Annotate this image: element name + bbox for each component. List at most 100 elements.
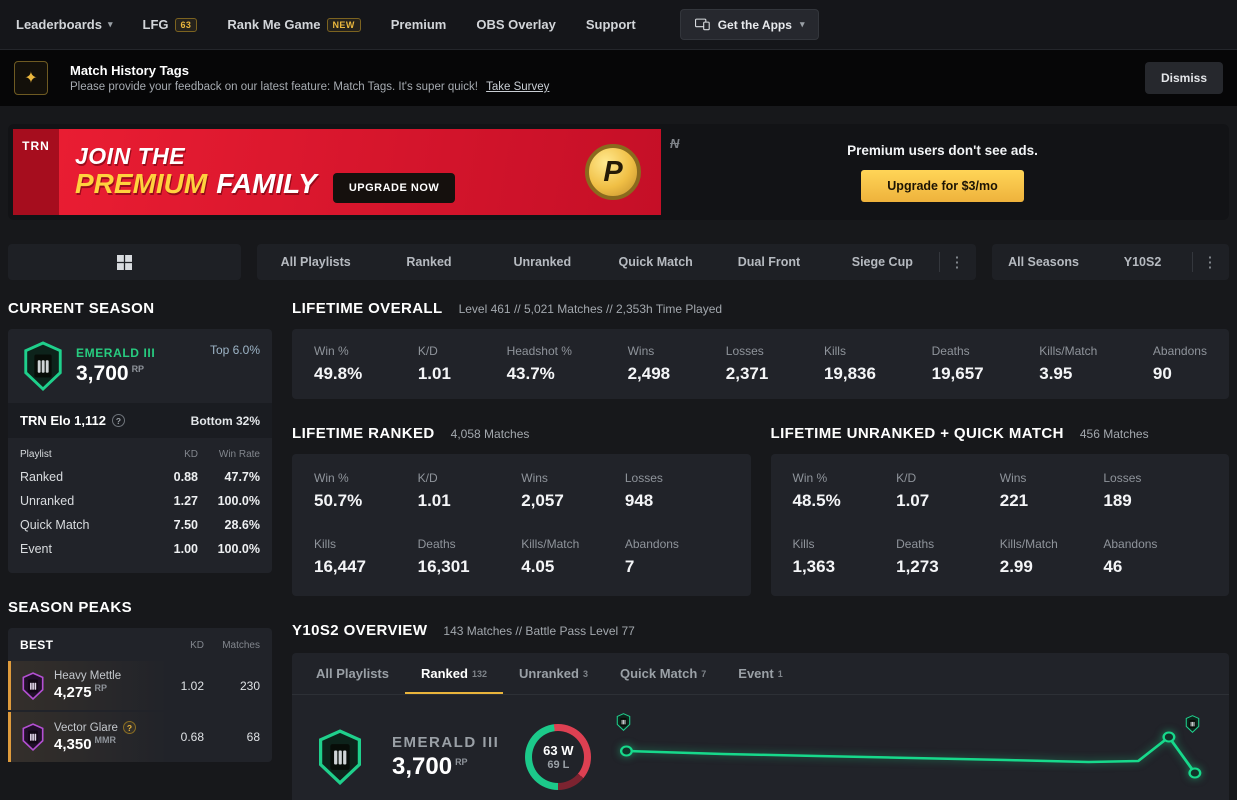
overview-rank-points: 3,700 RP — [392, 753, 499, 781]
trn-logo: TRN — [13, 129, 59, 215]
ad-copy: JOIN THE PREMIUM FAMILY — [75, 144, 317, 199]
current-season-heading: CURRENT SEASON — [8, 300, 155, 317]
lifetime-ranked-col: LIFETIME RANKED 4,058 Matches Win % 50.7… — [292, 425, 751, 596]
lifetime-overall-heading: LIFETIME OVERALL — [292, 300, 443, 317]
upgrade-now-button[interactable]: UPGRADE NOW — [332, 173, 456, 203]
stat-kills: Kills 1,363 — [793, 537, 897, 577]
stat-value: 2,371 — [725, 364, 769, 383]
nav-support[interactable]: Support — [586, 17, 636, 32]
rp-trend-chart[interactable] — [617, 711, 1207, 800]
playlist-filter-group: All Playlists Ranked Unranked Quick Matc… — [257, 244, 976, 280]
chevron-down-icon: ▾ — [107, 19, 113, 29]
playlist-filter-siege-cup[interactable]: Siege Cup — [851, 255, 913, 269]
table-row[interactable]: Unranked 1.27 100.0% — [20, 489, 260, 513]
current-season-card: EMERALD III 3,700 RP Top 6.0% TRN Elo 1,1… — [8, 329, 272, 573]
stat-kills-match: Kills/Match 4.05 — [521, 537, 625, 577]
new-badge: NEW — [326, 17, 361, 32]
playlist-filter-all[interactable]: All Playlists — [280, 255, 351, 269]
divider — [938, 252, 940, 272]
season-more-menu[interactable]: ⋮ — [1202, 254, 1218, 271]
row-playlist: Event — [20, 542, 52, 556]
stat-label: Win % — [314, 344, 349, 358]
stat-label: Losses — [1103, 471, 1142, 485]
playlist-more-menu[interactable]: ⋮ — [949, 254, 965, 271]
top-percent: Top 6.0% — [209, 343, 260, 357]
take-survey-link[interactable]: Take Survey — [486, 81, 550, 93]
tab-quick-match[interactable]: Quick Match 7 — [604, 653, 722, 694]
peak-matches: 230 — [239, 678, 260, 693]
stat-value: 19,836 — [823, 364, 876, 383]
devices-icon — [694, 18, 710, 31]
nav-premium[interactable]: Premium — [391, 17, 447, 32]
stat-label: Wins — [627, 344, 655, 358]
table-row[interactable]: Quick Match 7.50 28.6% — [20, 513, 260, 537]
season-overview-heading: Y10S2 OVERVIEW — [292, 622, 428, 639]
stat-win-pct: Win % 48.5% — [793, 471, 897, 511]
stat-losses: Losses 189 — [1103, 471, 1207, 511]
stat-label: Deaths — [931, 344, 970, 358]
nav-obs-overlay[interactable]: OBS Overlay — [476, 17, 556, 32]
rank-emblem-emerald — [314, 729, 366, 785]
windows-icon — [117, 254, 132, 270]
playlist-filter-unranked[interactable]: Unranked — [513, 255, 572, 269]
nav-lfg[interactable]: LFG 63 — [143, 17, 198, 32]
dismiss-button[interactable]: Dismiss — [1144, 62, 1223, 94]
stat-value: 46 — [1103, 557, 1123, 576]
row-win-rate: 28.6% — [224, 518, 260, 532]
nav-lfg-label: LFG — [142, 17, 169, 32]
get-the-apps-button[interactable]: Get the Apps ▾ — [679, 9, 820, 40]
peak-info: Heavy Mettle 4,275 RP — [54, 670, 160, 701]
stat-label: Kills/Match — [521, 537, 580, 551]
trn-elo-percent: Bottom 32% — [190, 413, 260, 428]
rank-points: 3,700 RP — [76, 362, 155, 386]
stat-label: Win % — [792, 471, 828, 485]
playlist-filter-quick-match[interactable]: Quick Match — [618, 255, 693, 269]
nav-leaderboards[interactable]: Leaderboards ▾ — [16, 17, 113, 32]
table-row[interactable]: Ranked 0.88 47.7% — [20, 465, 260, 489]
playlist-filter-dual-front[interactable]: Dual Front — [737, 255, 801, 269]
stat-value: 2,498 — [627, 364, 671, 383]
peak-row-heavy-mettle[interactable]: Heavy Mettle 4,275 RP 1.02 230 — [8, 661, 272, 710]
tab-all-playlists[interactable]: All Playlists — [300, 653, 405, 694]
tab-ranked[interactable]: Ranked 132 — [405, 653, 503, 694]
nav-rank-me-game[interactable]: Rank Me Game NEW — [227, 17, 361, 32]
row-win-rate: 47.7% — [224, 470, 260, 484]
playlist-filter-ranked[interactable]: Ranked — [406, 255, 452, 269]
info-icon[interactable]: ? — [111, 414, 125, 427]
stat-value: 1,363 — [792, 557, 836, 576]
upgrade-price-button[interactable]: Upgrade for $3/mo — [861, 169, 1024, 202]
tab-label: Quick Match — [619, 666, 698, 681]
peak-value-unit: RP — [94, 683, 108, 693]
premium-ad-banner[interactable]: TRN JOIN THE PREMIUM FAMILY UPGRADE NOW P — [13, 129, 661, 215]
overview-rank-name: EMERALD III — [392, 733, 500, 751]
platform-filter-button[interactable] — [8, 244, 241, 280]
sidebar: CURRENT SEASON EMERALD III 3,700 RP Top 6… — [8, 296, 272, 800]
sparkles-icon: ✦ — [14, 61, 48, 95]
filter-bar: All Playlists Ranked Unranked Quick Matc… — [8, 244, 1229, 280]
tab-event[interactable]: Event 1 — [722, 653, 798, 694]
lifetime-ranked-heading-row: LIFETIME RANKED 4,058 Matches — [292, 425, 751, 442]
nav-leaderboards-label: Leaderboards — [16, 17, 102, 32]
peak-matches: 68 — [246, 730, 260, 744]
overview-body: EMERALD III 3,700 RP 63 W 69 L — [292, 695, 1229, 800]
info-icon[interactable]: ? — [122, 721, 136, 734]
season-peaks-heading: SEASON PEAKS — [8, 599, 132, 616]
peak-row-vector-glare[interactable]: Vector Glare ? 4,350 MMR 0.68 68 — [8, 712, 272, 762]
stat-value: 49.8% — [314, 364, 363, 383]
tab-unranked[interactable]: Unranked 3 — [503, 653, 604, 694]
peak-kd: 1.02 — [180, 678, 204, 693]
season-filter-y10s2[interactable]: Y10S2 — [1123, 255, 1162, 269]
season-peaks-card: BEST KD Matches Heavy Mettle 4,275 RP 1.0… — [8, 628, 272, 762]
col-win-rate: Win Rate — [218, 449, 260, 460]
stat-value: 2,057 — [521, 491, 564, 510]
no-ads-icon[interactable]: N — [670, 136, 680, 151]
table-row[interactable]: Event 1.00 100.0% — [20, 537, 260, 561]
stat-value: 16,447 — [314, 557, 366, 576]
stat-label: Kills/Match — [999, 537, 1058, 551]
peak-value: 4,275 RP — [54, 683, 160, 701]
losses-label: 69 L — [547, 759, 570, 771]
rank-emblem-marker — [1184, 715, 1201, 733]
stat-kills-match: Kills/Match 2.99 — [1000, 537, 1104, 577]
season-filter-all[interactable]: All Seasons — [1008, 255, 1079, 269]
stat-label: Wins — [521, 471, 548, 485]
